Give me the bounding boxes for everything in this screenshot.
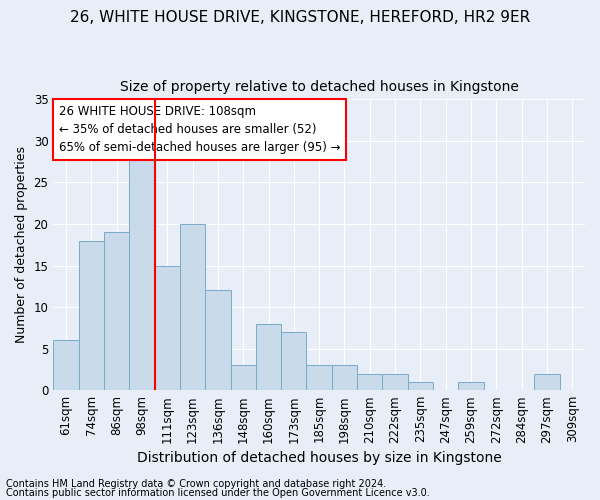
Bar	[104, 232, 129, 390]
Bar	[535, 374, 560, 390]
Bar	[458, 382, 484, 390]
Text: Contains HM Land Registry data © Crown copyright and database right 2024.: Contains HM Land Registry data © Crown c…	[6, 479, 386, 489]
Text: Contains public sector information licensed under the Open Government Licence v3: Contains public sector information licen…	[6, 488, 430, 498]
X-axis label: Distribution of detached houses by size in Kingstone: Distribution of detached houses by size …	[137, 451, 502, 465]
Bar	[256, 324, 281, 390]
Bar	[53, 340, 79, 390]
Bar	[281, 332, 307, 390]
Y-axis label: Number of detached properties: Number of detached properties	[15, 146, 28, 344]
Bar	[205, 290, 230, 390]
Title: Size of property relative to detached houses in Kingstone: Size of property relative to detached ho…	[120, 80, 518, 94]
Bar	[408, 382, 433, 390]
Bar	[129, 149, 155, 390]
Bar	[332, 366, 357, 390]
Bar	[382, 374, 408, 390]
Bar	[180, 224, 205, 390]
Text: 26 WHITE HOUSE DRIVE: 108sqm
← 35% of detached houses are smaller (52)
65% of se: 26 WHITE HOUSE DRIVE: 108sqm ← 35% of de…	[59, 105, 340, 154]
Bar	[357, 374, 382, 390]
Bar	[230, 366, 256, 390]
Text: 26, WHITE HOUSE DRIVE, KINGSTONE, HEREFORD, HR2 9ER: 26, WHITE HOUSE DRIVE, KINGSTONE, HEREFO…	[70, 10, 530, 25]
Bar	[307, 366, 332, 390]
Bar	[155, 266, 180, 390]
Bar	[79, 240, 104, 390]
